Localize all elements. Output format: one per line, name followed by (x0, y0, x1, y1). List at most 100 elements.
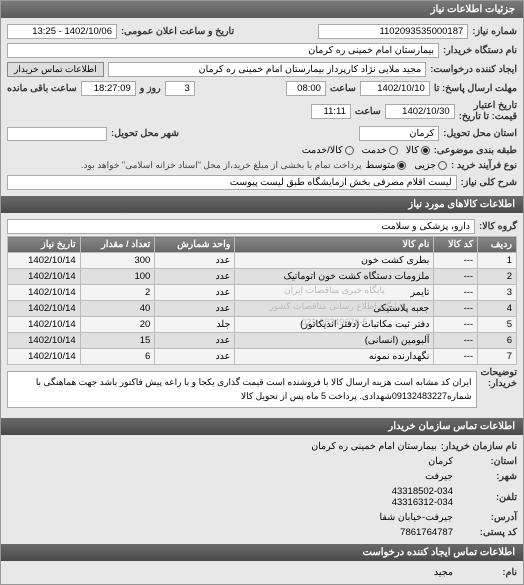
tel-value: 43318502-034 43316312-034 (392, 486, 453, 508)
row-deadline: مهلت ارسال پاسخ: تا 1402/10/10 ساعت 08:0… (7, 79, 517, 98)
table-cell: 1 (478, 253, 517, 269)
items-section-title: اطلاعات کالاهای مورد نیاز (1, 196, 523, 213)
org-value: بیمارستان امام خمینی ره کرمان (311, 441, 437, 452)
contact-section: نام سازمان خریدار: بیمارستان امام خمینی ر… (1, 435, 523, 544)
table-header-cell: تعداد / مقدار (80, 237, 155, 253)
table-row: 5---021-88349670-5دفتر ثبت مکاتبات (دفتر… (8, 317, 517, 333)
table-cell: --- (434, 285, 478, 301)
table-cell: پایگاه اطلاع رسانی مناقصات کشورجعبه پلاس… (235, 301, 434, 317)
radio-option[interactable]: کالا (406, 145, 430, 156)
remain-days: 3 (165, 81, 195, 96)
table-cell: --- (434, 269, 478, 285)
loc-value: کرمان (359, 126, 439, 141)
time-label-1: ساعت (330, 83, 356, 94)
city-label: شهر محل تحویل: (111, 128, 179, 139)
panel-title: جزئیات اطلاعات نیاز (1, 1, 523, 18)
table-cell: --- (434, 349, 478, 365)
addr-label: آدرس: (457, 512, 517, 523)
radio-option[interactable]: جزیی (414, 160, 447, 171)
table-cell: عدد (155, 253, 235, 269)
row-group: گروه کالا: دارو، پزشکی و سلامت (7, 217, 517, 236)
table-cell: عدد (155, 349, 235, 365)
table-header-cell: نام کالا (235, 237, 434, 253)
grouping-radio-group: کالا خدمت کالا/خدمت (302, 145, 430, 156)
table-header-cell: واحد شمارش (155, 237, 235, 253)
group-label: گروه کالا: (479, 221, 517, 232)
radio-dot-icon (397, 161, 406, 170)
row-req-no: شماره نیاز: 1102093535000187 تاریخ و ساع… (7, 22, 517, 41)
table-cell: عدد (155, 333, 235, 349)
table-header-cell: تاریخ نیاز (8, 237, 81, 253)
radio-label: کالا/خدمت (302, 145, 343, 156)
province-value: کرمان (428, 456, 453, 467)
tel-label: تلفن: (457, 492, 517, 503)
table-cell: 5 (478, 317, 517, 333)
remain-days-label: روز و (140, 83, 161, 94)
radio-label: جزیی (414, 160, 436, 171)
table-cell: آلبومین (انسانی) (235, 333, 434, 349)
radio-option[interactable]: خدمت (362, 145, 398, 156)
radio-label: خدمت (362, 145, 387, 156)
table-cell: 15 (80, 333, 155, 349)
post-label: کد پستی: (457, 527, 517, 538)
table-cell: 1402/10/14 (8, 253, 81, 269)
row-validity: تاریخ اعتبار قیمت: تا تاریخ: 1402/10/30 … (7, 98, 517, 124)
items-table: ردیفکد کالانام کالاواحد شمارشتعداد / مقد… (7, 236, 517, 365)
radio-dot-icon (345, 146, 354, 155)
table-cell: 1402/10/14 (8, 269, 81, 285)
items-body: گروه کالا: دارو، پزشکی و سلامت ردیفکد کا… (1, 213, 523, 418)
radio-dot-icon (389, 146, 398, 155)
table-row: 1---بطری کشت خونعدد3001402/10/14 (8, 253, 517, 269)
group-value: دارو، پزشکی و سلامت (7, 219, 475, 234)
radio-label: متوسط (366, 160, 396, 171)
table-cell: عدد (155, 269, 235, 285)
radio-dot-icon (421, 146, 430, 155)
radio-label: کالا (406, 145, 419, 156)
device-label: نام دستگاه خریدار: (443, 45, 517, 56)
table-row: 6---آلبومین (انسانی)عدد151402/10/14 (8, 333, 517, 349)
row-buyer-desc: توضیحات خریدار: ایران کد مشابه است هزینه… (7, 365, 517, 414)
table-cell: 021-88349670-5دفتر ثبت مکاتبات (دفتر اند… (235, 317, 434, 333)
proc-label: نوع فرآیند خرید : (451, 160, 517, 171)
table-cell: عدد (155, 285, 235, 301)
table-cell: --- (434, 253, 478, 269)
post-value: 7861764787 (400, 527, 453, 538)
desc-value: لیست اقلام مصرفی بخش ازمایشگاه طبق لیست … (7, 175, 457, 190)
addr-value: جیرفت-خیابان شفا (380, 512, 453, 523)
panel-body: شماره نیاز: 1102093535000187 تاریخ و ساع… (1, 18, 523, 196)
city-value (7, 127, 107, 141)
validity-label: تاریخ اعتبار قیمت: تا تاریخ: (459, 100, 517, 122)
contact-buyer-button[interactable]: اطلاعات تماس خریدار (7, 62, 104, 77)
table-cell: 3 (478, 285, 517, 301)
items-head-row: ردیفکد کالانام کالاواحد شمارشتعداد / مقد… (8, 237, 517, 253)
deadline-date: 1402/10/10 (360, 81, 430, 96)
deadline-time: 08:00 (286, 81, 326, 96)
table-cell: 1402/10/14 (8, 301, 81, 317)
contact-section-title: اطلاعات تماس سازمان خریدار (1, 418, 523, 435)
table-cell: 20 (80, 317, 155, 333)
requester-section-title: اطلاعات تماس ایجاد کننده درخواست (1, 544, 523, 561)
time-label-2: ساعت (355, 106, 381, 117)
row-desc: شرح کلی نیاز: لیست اقلام مصرفی بخش ازمای… (7, 173, 517, 192)
pub-date-value: 1402/10/06 - 13:25 (7, 24, 117, 39)
table-cell: جلد (155, 317, 235, 333)
table-cell: نگهدارنده نمونه (235, 349, 434, 365)
table-cell: 6 (478, 333, 517, 349)
radio-option[interactable]: متوسط (366, 160, 407, 171)
row-grouping: طبقه بندی موضوعی: کالاخدمتکالا/خدمت (7, 143, 517, 158)
deadline-label: مهلت ارسال پاسخ: تا (434, 83, 517, 94)
table-cell: پایگاه خبری مناقصات ایرانتایمر (235, 285, 434, 301)
device-value: بیمارستان امام خمینی ره کرمان (7, 43, 439, 58)
row-device: نام دستگاه خریدار: بیمارستان امام خمینی … (7, 41, 517, 60)
proc-radio-group: جزیی متوسط (366, 160, 448, 171)
req-no-value: 1102093535000187 (318, 24, 468, 39)
buyer-desc-value: ایران کد مشابه است هزینه ارسال کالا با ف… (7, 371, 477, 408)
table-cell: 2 (478, 269, 517, 285)
org-label: نام سازمان خریدار: (441, 441, 517, 452)
desc-label: شرح کلی نیاز: (461, 177, 517, 188)
province-label: استان: (457, 456, 517, 467)
radio-dot-icon (438, 161, 447, 170)
table-cell: 1402/10/14 (8, 333, 81, 349)
radio-option[interactable]: کالا/خدمت (302, 145, 354, 156)
table-row: 3---پایگاه خبری مناقصات ایرانتایمرعدد214… (8, 285, 517, 301)
